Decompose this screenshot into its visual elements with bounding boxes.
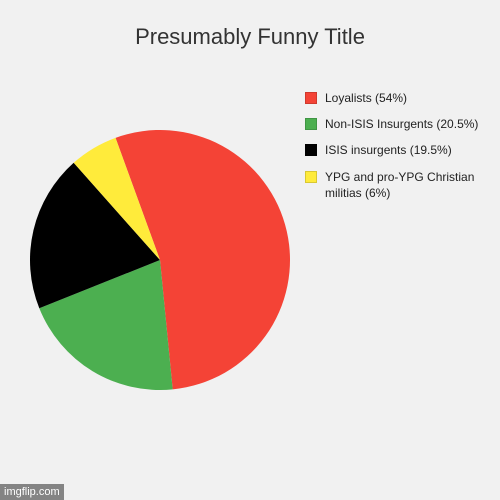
chart-title: Presumably Funny Title [0,0,500,50]
legend-item: YPG and pro-YPG Christian militias (6%) [305,169,490,201]
legend-swatch [305,171,317,183]
legend-swatch [305,144,317,156]
legend-item: Non-ISIS Insurgents (20.5%) [305,116,490,132]
legend-item: Loyalists (54%) [305,90,490,106]
legend-label: Non-ISIS Insurgents (20.5%) [325,116,478,132]
legend: Loyalists (54%) Non-ISIS Insurgents (20.5… [305,90,490,211]
legend-label: ISIS insurgents (19.5%) [325,142,452,158]
watermark: imgflip.com [0,484,64,500]
legend-label: YPG and pro-YPG Christian militias (6%) [325,169,490,201]
pie-chart [30,130,290,390]
legend-swatch [305,92,317,104]
legend-item: ISIS insurgents (19.5%) [305,142,490,158]
legend-label: Loyalists (54%) [325,90,407,106]
legend-swatch [305,118,317,130]
